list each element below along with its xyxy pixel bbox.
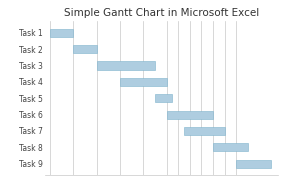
Bar [97, 61, 155, 70]
Bar [50, 29, 73, 37]
Title: Simple Gantt Chart in Microsoft Excel: Simple Gantt Chart in Microsoft Excel [64, 8, 260, 18]
Bar [120, 78, 166, 86]
Bar [213, 143, 248, 152]
Bar [184, 127, 225, 135]
Bar [236, 160, 271, 168]
Bar [155, 94, 172, 102]
Bar [166, 110, 213, 119]
Bar [73, 45, 97, 53]
